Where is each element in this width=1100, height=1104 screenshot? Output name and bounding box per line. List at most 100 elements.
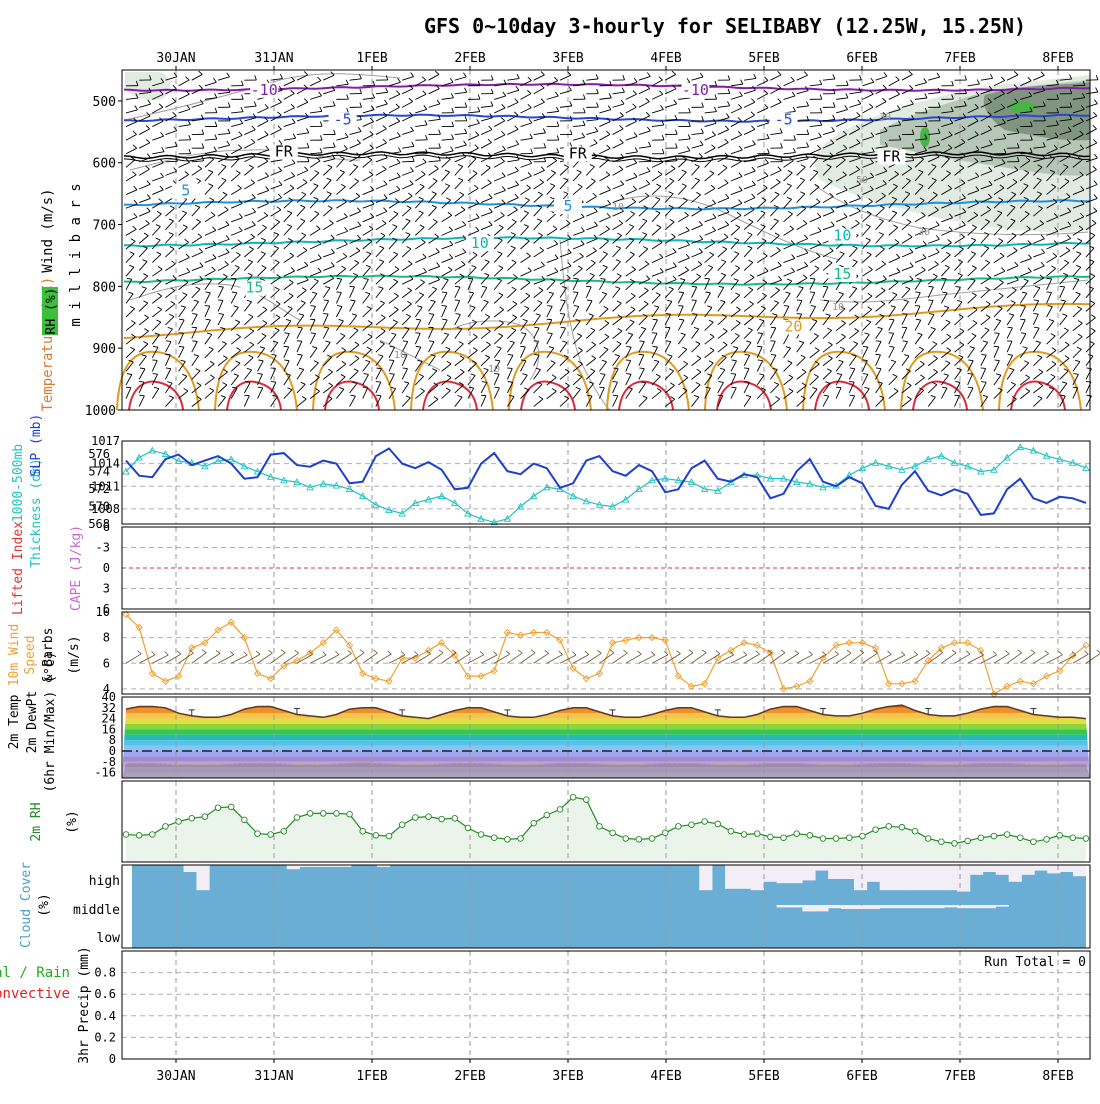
wind-barb-flag bbox=[419, 211, 424, 213]
wind-barb-flag bbox=[582, 133, 585, 137]
wind-barb-flag bbox=[771, 354, 776, 355]
rh2m-point bbox=[820, 836, 826, 842]
wind-barb bbox=[691, 133, 703, 134]
wind-barb-flag bbox=[366, 252, 371, 254]
wind-barb-10m-flag bbox=[689, 650, 693, 653]
wind-barb-flag bbox=[869, 267, 873, 270]
wind-barb-flag bbox=[679, 319, 684, 320]
wind-barb bbox=[1060, 251, 1070, 257]
wind-barb bbox=[389, 190, 400, 195]
wind-barb-10m-flag bbox=[901, 652, 905, 655]
chart-title: GFS 0~10day 3-hourly for SELIBABY (12.25… bbox=[424, 14, 1026, 38]
wind-barb bbox=[1047, 321, 1054, 331]
wind-barb-flag bbox=[215, 93, 217, 97]
wind-barb-10m-flag bbox=[216, 650, 220, 653]
wind-barb-flag bbox=[130, 252, 135, 254]
rh2m-point bbox=[649, 836, 655, 842]
rh2m-point bbox=[1004, 832, 1010, 838]
wind-barb-flag bbox=[199, 248, 202, 252]
wind-barb-flag bbox=[790, 226, 794, 229]
wind-barb-flag bbox=[324, 300, 329, 301]
wind-barb bbox=[231, 267, 239, 276]
wind-barb-flag bbox=[803, 220, 807, 223]
wind-barb-flag bbox=[198, 234, 202, 237]
wind-barb bbox=[823, 315, 830, 324]
wind-barb bbox=[534, 102, 545, 107]
wind-barb-flag bbox=[613, 395, 618, 396]
wind-barb-flag bbox=[225, 261, 229, 264]
wind-barb-flag bbox=[202, 130, 204, 135]
wind-barb-flag bbox=[142, 260, 147, 262]
wind-barb-flag bbox=[562, 341, 567, 342]
wind-barb-flag bbox=[565, 383, 569, 386]
wind-barb-flag bbox=[670, 178, 674, 180]
wind-barb-flag bbox=[452, 108, 454, 113]
wind-barb bbox=[231, 112, 243, 113]
wind-barb-flag bbox=[656, 184, 660, 186]
wind-barb-10m-flag bbox=[202, 650, 206, 653]
wind-barb-flag bbox=[749, 219, 753, 221]
wind-barb bbox=[494, 280, 501, 289]
wind-barb-flag bbox=[423, 159, 426, 163]
wind-barb bbox=[757, 321, 764, 331]
wind-barb bbox=[297, 133, 309, 135]
wind-barb-flag bbox=[1035, 286, 1040, 287]
ytick-slp: 1011 bbox=[91, 479, 120, 493]
wind-barb-flag bbox=[394, 293, 398, 296]
wind-barb-flag bbox=[752, 140, 755, 144]
wind-barb-flag bbox=[205, 319, 210, 320]
wind-barb-flag bbox=[725, 139, 729, 142]
wind-barb-flag bbox=[557, 135, 559, 140]
wind-barb-10m bbox=[481, 655, 497, 663]
wind-barb-flag bbox=[578, 184, 582, 187]
wind-barb bbox=[126, 190, 137, 195]
wind-barb bbox=[639, 171, 650, 175]
wind-barb bbox=[547, 111, 559, 113]
wind-barb-flag bbox=[675, 115, 677, 119]
wind-barb bbox=[494, 268, 503, 276]
wind-barb-flag bbox=[818, 227, 821, 231]
wind-barb bbox=[455, 344, 464, 352]
wind-barb bbox=[718, 183, 728, 189]
rh2m-point bbox=[544, 812, 550, 818]
wind-barb bbox=[152, 389, 159, 399]
wind-barb bbox=[442, 186, 450, 195]
wind-barb bbox=[705, 337, 714, 344]
wind-barb bbox=[639, 146, 651, 148]
wind-barb-flag bbox=[420, 280, 424, 283]
wind-barb-flag bbox=[792, 255, 795, 259]
wind-barb-flag bbox=[631, 307, 635, 310]
wind-barb-flag bbox=[857, 112, 860, 116]
wind-barb bbox=[770, 133, 782, 135]
wind-barb-flag bbox=[262, 266, 266, 268]
wind-barb-10m bbox=[205, 654, 220, 664]
wind-barb-flag bbox=[316, 226, 320, 229]
rh2m-point bbox=[597, 824, 603, 830]
wind-barb-flag bbox=[1009, 314, 1014, 315]
wind-barb-flag bbox=[646, 112, 650, 116]
cloud-middle-clear bbox=[777, 905, 790, 907]
wind-barb-flag bbox=[541, 71, 545, 75]
wind-barb bbox=[678, 159, 687, 167]
wind-barb bbox=[994, 271, 1005, 276]
wind-barb bbox=[376, 184, 387, 189]
wind-barb-flag bbox=[356, 248, 360, 251]
wind-barb-flag bbox=[491, 101, 493, 105]
cloud-high-clear bbox=[699, 865, 712, 890]
wind-barb-flag bbox=[421, 171, 425, 174]
wind-barb-flag bbox=[892, 293, 897, 295]
wind-barb bbox=[258, 336, 267, 344]
wind-barb-flag bbox=[814, 334, 818, 336]
wind-barb-flag bbox=[630, 320, 634, 322]
wind-barb-flag bbox=[275, 287, 279, 289]
wind-barb bbox=[928, 358, 937, 365]
wind-barb-flag bbox=[195, 205, 200, 207]
rh2m-point bbox=[452, 815, 458, 821]
wind-barb-flag bbox=[1066, 247, 1070, 250]
wind-barb bbox=[310, 306, 315, 317]
wind-barb-flag bbox=[776, 179, 780, 182]
wind-barb bbox=[599, 241, 608, 249]
wind-barb bbox=[192, 74, 203, 80]
wind-barb-10m-flag bbox=[847, 650, 851, 653]
wind-barb bbox=[1020, 334, 1026, 345]
